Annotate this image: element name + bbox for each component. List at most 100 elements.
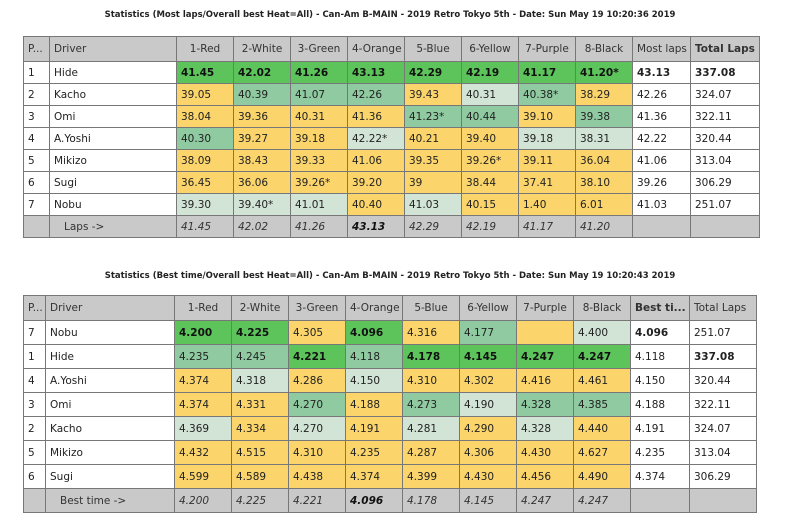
heat-value-cell: 4.177 <box>459 320 517 345</box>
heat-value-cell: 42.26 <box>347 83 405 106</box>
heat-value-cell: 42.19 <box>461 61 519 84</box>
heat-value-cell: 36.06 <box>233 171 291 194</box>
column-header: 4-Orange <box>345 295 403 321</box>
footer-value: 42.02 <box>233 215 291 238</box>
column-header: 3-Green <box>290 36 348 62</box>
driver-cell: Kacho <box>45 416 175 441</box>
header-row: P... Driver 1-Red 2-White 3-Green 4-Orange 5-B… <box>23 36 760 62</box>
footer-value: 43.13 <box>347 215 405 238</box>
table2-title: Statistics (Best time/Overall best Heat=… <box>104 271 676 281</box>
column-header: 4-Orange <box>347 36 405 62</box>
heat-value-cell: 4.310 <box>402 368 460 393</box>
position-cell: 7 <box>23 320 46 345</box>
heat-value-cell: 4.225 <box>231 320 289 345</box>
total-laps-cell: 320.44 <box>690 127 760 150</box>
heat-value-cell: 4.286 <box>288 368 346 393</box>
footer-value: 4.096 <box>345 488 403 513</box>
best-cell: 41.36 <box>632 105 691 128</box>
total-laps-cell: 313.04 <box>689 440 757 465</box>
heat-value-cell: 4.270 <box>288 416 346 441</box>
heat-value-cell: 4.306 <box>459 440 517 465</box>
heat-value-cell: 4.247 <box>516 344 574 369</box>
footer-blank <box>23 215 50 238</box>
total-laps-cell: 322.11 <box>689 392 757 417</box>
heat-value-cell: 4.191 <box>345 416 403 441</box>
heat-value-cell: 4.430 <box>516 440 574 465</box>
heat-value-cell: 4.369 <box>174 416 232 441</box>
position-cell: 1 <box>23 61 50 84</box>
total-laps-cell: 306.29 <box>689 464 757 489</box>
footer-blank <box>630 488 690 513</box>
heat-value-cell: 4.302 <box>459 368 517 393</box>
heat-value-cell: 4.331 <box>231 392 289 417</box>
heat-value-cell: 4.270 <box>288 392 346 417</box>
footer-value: 42.19 <box>461 215 519 238</box>
heat-value-cell: 4.374 <box>345 464 403 489</box>
table-row: 1 Hide 41.45 42.02 41.26 43.13 42.29 42.19 41.17… <box>23 61 760 84</box>
position-cell: 2 <box>23 83 50 106</box>
heat-value-cell: 4.589 <box>231 464 289 489</box>
heat-value-cell: 40.31 <box>290 105 348 128</box>
heat-value-cell: 40.39 <box>233 83 291 106</box>
column-header: 7-Purple <box>516 295 574 321</box>
best-cell: 4.188 <box>630 392 690 417</box>
column-header: Total Laps <box>690 36 760 62</box>
heat-value-cell: 40.31 <box>461 83 519 106</box>
best-cell: 4.191 <box>630 416 690 441</box>
heat-value-cell: 39.38 <box>575 105 633 128</box>
heat-value-cell: 39.27 <box>233 127 291 150</box>
heat-value-cell: 40.40 <box>347 193 405 216</box>
heat-value-cell: 4.490 <box>573 464 631 489</box>
heat-value-cell: 4.432 <box>174 440 232 465</box>
heat-value-cell: 42.29 <box>404 61 462 84</box>
heat-value-cell: 4.310 <box>288 440 346 465</box>
column-header: 2-White <box>231 295 289 321</box>
heat-value-cell: 39.20 <box>347 171 405 194</box>
column-header: 3-Green <box>288 295 346 321</box>
best-cell: 4.374 <box>630 464 690 489</box>
best-cell: 39.26 <box>632 171 691 194</box>
footer-label: Best time -> <box>45 488 175 513</box>
table-row: 3 Omi 38.04 39.36 40.31 41.36 41.23* 40.44 39.10… <box>23 105 760 128</box>
best-cell: 42.26 <box>632 83 691 106</box>
heat-value-cell: 36.04 <box>575 149 633 172</box>
heat-value-cell: 39.36 <box>233 105 291 128</box>
heat-value-cell: 4.316 <box>402 320 460 345</box>
footer-blank <box>689 488 757 513</box>
column-header: Driver <box>45 295 175 321</box>
heat-value-cell: 39.26* <box>461 149 519 172</box>
heat-value-cell: 42.02 <box>233 61 291 84</box>
heat-value-cell: 36.45 <box>176 171 234 194</box>
heat-value-cell: 4.416 <box>516 368 574 393</box>
driver-cell: A.Yoshi <box>45 368 175 393</box>
position-cell: 7 <box>23 193 50 216</box>
heat-value-cell: 1.40 <box>518 193 576 216</box>
heat-value-cell: 4.235 <box>345 440 403 465</box>
position-cell: 5 <box>23 440 46 465</box>
heat-value-cell: 4.290 <box>459 416 517 441</box>
heat-value-cell: 4.328 <box>516 392 574 417</box>
heat-value-cell: 42.22* <box>347 127 405 150</box>
heat-value-cell: 4.145 <box>459 344 517 369</box>
driver-cell: A.Yoshi <box>49 127 177 150</box>
heat-value-cell: 40.44 <box>461 105 519 128</box>
footer-value: 4.221 <box>288 488 346 513</box>
footer-value: 4.200 <box>174 488 232 513</box>
heat-value-cell: 4.273 <box>402 392 460 417</box>
total-laps-cell: 337.08 <box>689 344 757 369</box>
heat-value-cell: 4.456 <box>516 464 574 489</box>
heat-value-cell: 4.287 <box>402 440 460 465</box>
footer-value: 41.20 <box>575 215 633 238</box>
heat-value-cell: 41.01 <box>290 193 348 216</box>
column-header: 7-Purple <box>518 36 576 62</box>
position-cell: 5 <box>23 149 50 172</box>
column-header: P... <box>23 295 46 321</box>
heat-value-cell: 41.26 <box>290 61 348 84</box>
heat-value-cell: 4.247 <box>573 344 631 369</box>
driver-cell: Sugi <box>45 464 175 489</box>
heat-value-cell: 4.305 <box>288 320 346 345</box>
total-laps-cell: 324.07 <box>689 416 757 441</box>
total-laps-cell: 251.07 <box>690 193 760 216</box>
table-row: 3 Omi 4.374 4.331 4.270 4.188 4.273 4.190 4.328 4… <box>23 392 757 417</box>
heat-value-cell: 39.40* <box>233 193 291 216</box>
